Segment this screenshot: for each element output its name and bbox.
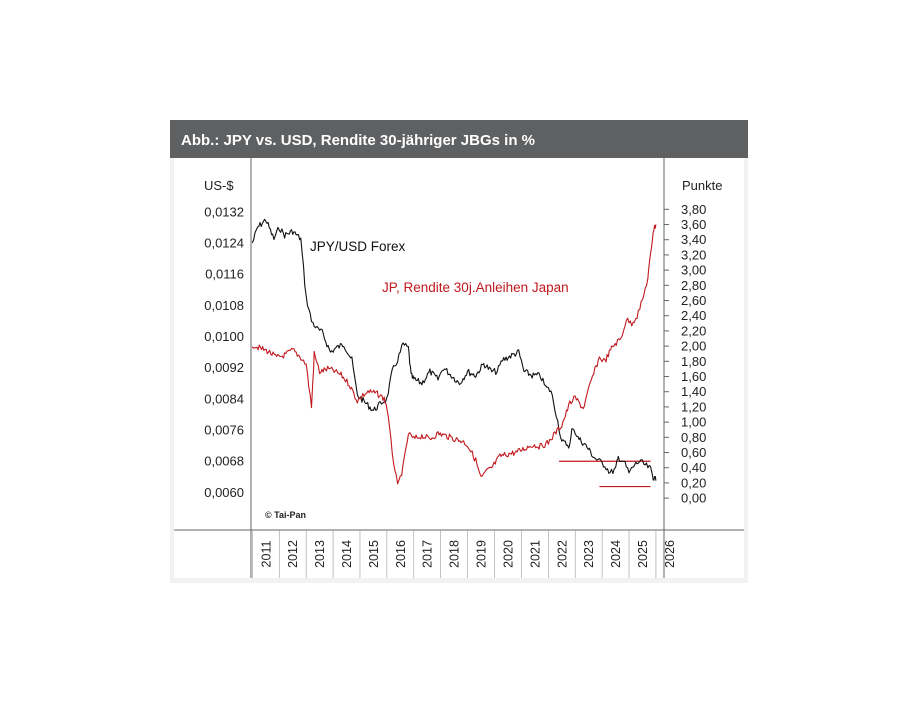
right-tick-label: 2,00 [681, 339, 706, 354]
reference-lines [559, 460, 651, 488]
left-tick-label: 0,0108 [204, 298, 244, 313]
x-tick-label: 2017 [421, 540, 435, 568]
left-tick-label: 0,0124 [204, 235, 244, 250]
right-axis-ticks: 3,803,603,403,203,002,802,602,402,202,00… [664, 202, 706, 506]
x-axis-ticks: 2011 2012 2013 2014 2015 2016 2017 2018 2019 2020… [252, 530, 677, 578]
right-tick-label: 1,20 [681, 399, 706, 414]
series-line-jpy-usd [251, 218, 657, 481]
right-tick-label: 0,00 [681, 491, 706, 506]
left-tick-label: 0,0076 [204, 423, 244, 438]
series-line-jgb-30y-yield [251, 224, 657, 485]
left-tick-label: 0,0116 [205, 267, 244, 282]
title-bar [170, 120, 748, 158]
right-tick-label: 0,20 [681, 475, 706, 490]
left-tick-label: 0,0084 [204, 391, 244, 406]
x-tick-label: 2024 [609, 540, 623, 568]
source-credit: © Tai-Pan [265, 510, 306, 520]
right-tick-label: 1,80 [681, 354, 706, 369]
x-tick-label: 2023 [582, 540, 596, 568]
left-axis-unit: US-$ [204, 178, 234, 193]
annotation-jpy: JPY/USD Forex [310, 239, 406, 254]
x-tick-label: 2025 [636, 540, 650, 568]
left-tick-label: 0,0092 [204, 360, 244, 375]
series-lines [251, 218, 657, 485]
right-tick-label: 1,40 [681, 384, 706, 399]
x-tick-label: 2018 [448, 540, 462, 568]
x-tick-label: 2014 [340, 540, 354, 568]
x-tick-label: 2022 [555, 540, 569, 568]
right-tick-label: 2,40 [681, 308, 706, 323]
x-tick-label: 2016 [394, 540, 408, 568]
right-tick-label: 0,60 [681, 445, 706, 460]
right-tick-label: 3,40 [681, 232, 706, 247]
right-tick-label: 3,20 [681, 247, 706, 262]
x-tick-label: 2021 [528, 540, 542, 568]
right-tick-label: 3,80 [681, 202, 706, 217]
x-tick-label: 2019 [475, 540, 489, 568]
x-tick-label: 2012 [286, 540, 300, 568]
chart-canvas: Abb.: JPY vs. USD, Rendite 30-jähriger J… [170, 120, 748, 578]
annotation-yield: JP, Rendite 30j.Anleihen Japan [382, 280, 569, 295]
right-tick-label: 2,80 [681, 278, 706, 293]
x-tick-label: 2011 [259, 541, 273, 568]
left-tick-label: 0,0068 [204, 454, 244, 469]
right-tick-label: 1,00 [681, 415, 706, 430]
x-tick-label: 2026 [663, 540, 677, 568]
left-tick-label: 0,0060 [204, 485, 244, 500]
plot-frame [174, 158, 744, 578]
x-tick-label: 2015 [367, 540, 381, 568]
left-tick-label: 0,0132 [204, 204, 244, 219]
left-axis-ticks: 0,0132 0,0124 0,0116 0,0108 0,0100 0,0092 0,00… [204, 204, 244, 500]
left-tick-label: 0,0100 [204, 329, 244, 344]
right-tick-label: 0,40 [681, 460, 706, 475]
right-tick-label: 2,20 [681, 323, 706, 338]
x-tick-label: 2013 [313, 540, 327, 568]
right-tick-label: 1,60 [681, 369, 706, 384]
x-tick-label: 2020 [501, 540, 515, 568]
right-tick-label: 2,60 [681, 293, 706, 308]
right-tick-label: 3,00 [681, 263, 706, 278]
right-tick-label: 0,80 [681, 430, 706, 445]
chart-title: Abb.: JPY vs. USD, Rendite 30-jähriger J… [181, 132, 535, 149]
right-tick-label: 3,60 [681, 217, 706, 232]
chart-figure: Abb.: JPY vs. USD, Rendite 30-jähriger J… [170, 120, 748, 583]
right-axis-unit: Punkte [682, 178, 722, 193]
